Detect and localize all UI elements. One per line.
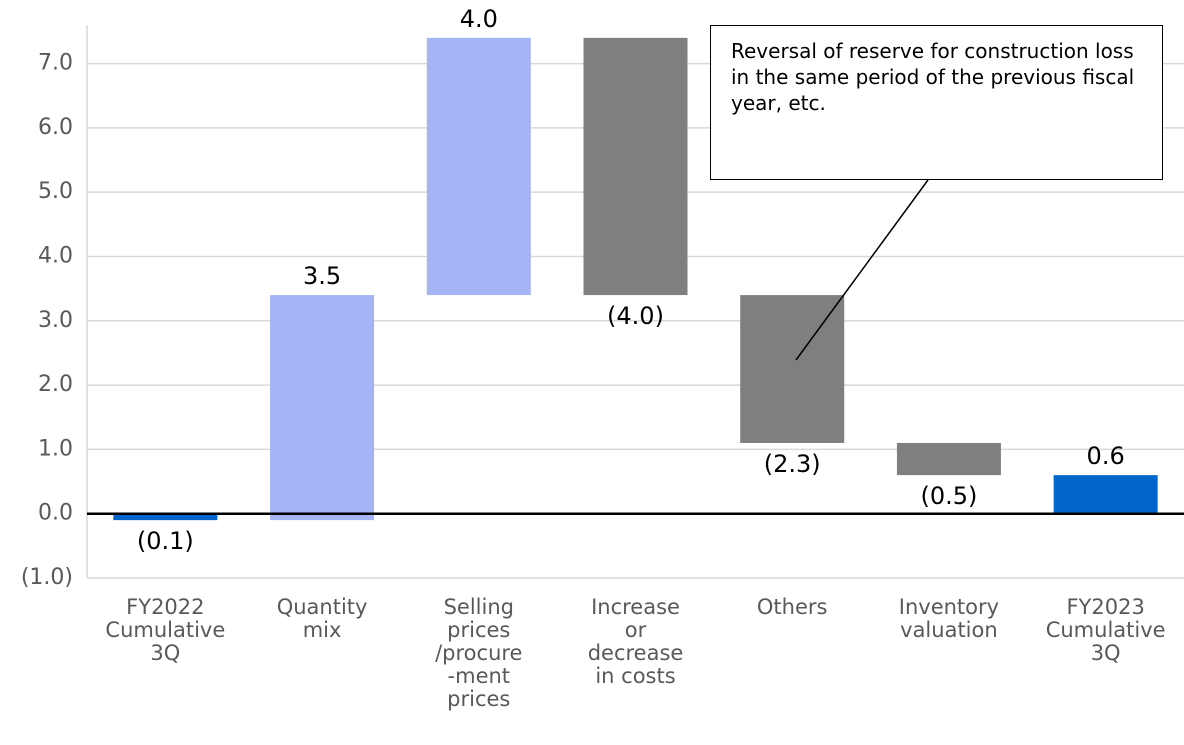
value-label: (4.0) (607, 302, 664, 330)
value-label: 0.6 (1087, 442, 1125, 470)
x-tick-label: Increase or decrease in costs (587, 595, 684, 688)
y-tick-label: (1.0) (21, 565, 73, 590)
x-tick-label: FY2022 Cumulative 3Q (105, 595, 226, 665)
bar (583, 37, 688, 296)
value-label: (2.3) (764, 450, 821, 478)
x-tick-label: Inventory valuation (898, 595, 1000, 642)
bar (426, 37, 531, 296)
value-label: 3.5 (303, 262, 341, 290)
bar (113, 513, 218, 521)
annotation: Reversal of reserve for construction los… (710, 25, 1163, 180)
y-tick-label: 2.0 (38, 372, 73, 397)
x-tick-label: Others (756, 595, 828, 619)
y-tick-label: 3.0 (38, 308, 73, 333)
y-tick-label: 1.0 (38, 436, 73, 461)
y-tick-label: 7.0 (38, 51, 73, 76)
bar (1053, 475, 1158, 514)
value-label: (0.5) (920, 482, 977, 510)
y-tick-label: 4.0 (38, 243, 73, 268)
y-tick-label: 5.0 (38, 179, 73, 204)
y-tick-label: 0.0 (38, 501, 73, 526)
x-tick-label: Quantity mix (276, 595, 368, 642)
value-label: 4.0 (460, 5, 498, 33)
bar (270, 295, 375, 521)
x-tick-label: Selling prices /procure -ment prices (435, 595, 523, 711)
bar (740, 295, 845, 443)
bar (896, 442, 1001, 476)
callout-pointer (795, 179, 929, 361)
value-label: (0.1) (137, 527, 194, 555)
x-tick-label: FY2023 Cumulative 3Q (1045, 595, 1166, 665)
y-tick-label: 6.0 (38, 115, 73, 140)
